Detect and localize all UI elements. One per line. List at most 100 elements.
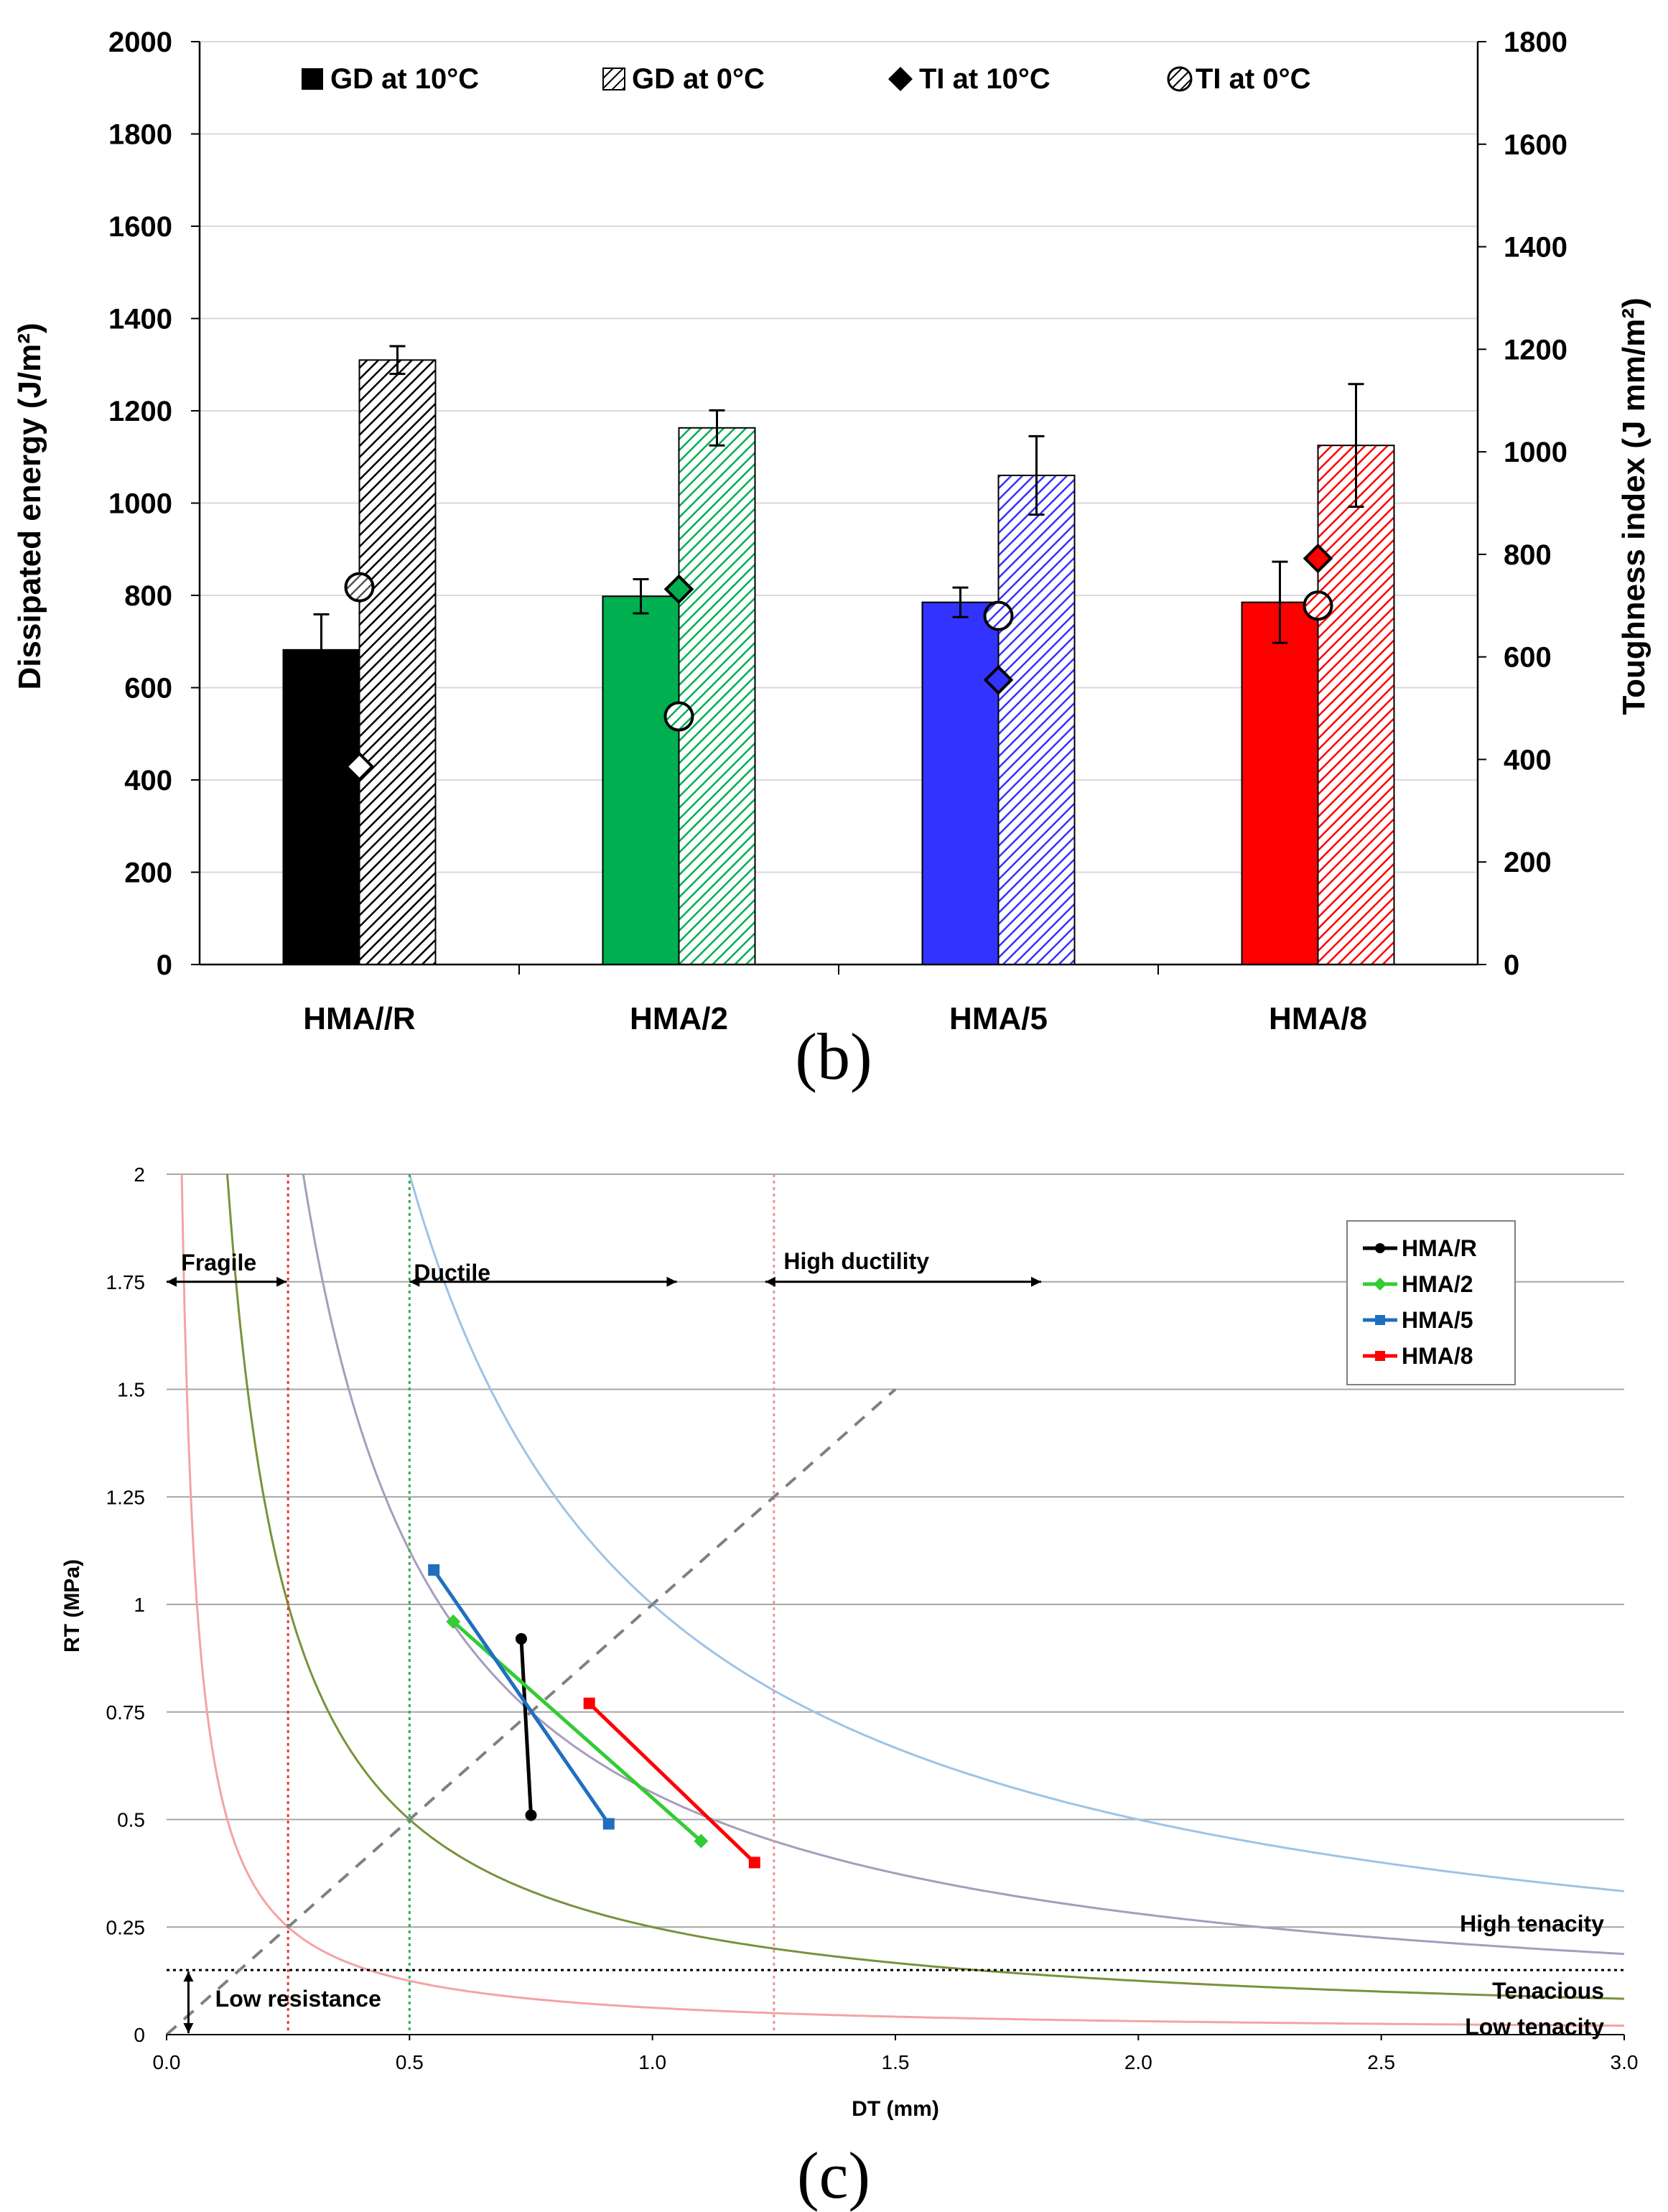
legend-swatch-gd-0c: [602, 68, 625, 90]
c-y-tick-labels: 0 0.25 0.5 0.75 1 1.25 1.5 1.75 2: [106, 1163, 146, 2046]
c-legend: HMA/R HMA/2 HMA/5 HMA/8: [1346, 1220, 1516, 1385]
c-arrow-fragile-head-right: [276, 1276, 287, 1287]
b-left-tick-label: 1000: [108, 488, 172, 520]
c-label-fragile: Fragile: [181, 1250, 256, 1275]
legend-label-gd-0c: GD at 0°C: [632, 63, 765, 95]
c-point-hma-2: [446, 1614, 461, 1629]
c-label-low-tenacity: Low tenacity: [1465, 2014, 1604, 2040]
marker-ti-0c-hma-r: [344, 572, 375, 603]
b-error-bars: [313, 345, 1364, 687]
c-y-tick-label: 0: [134, 2024, 145, 2046]
b-category-label-hma-2: HMA/2: [630, 1001, 728, 1036]
c-x-tick-label: 1.5: [882, 2051, 910, 2073]
dissipated-energy-bar-chart: 0 200 400 600 800 1000 1200 1400 1600 1800 2000 0 2…: [12, 27, 1651, 1093]
legend-label-ti-0c: TI at 0°C: [1196, 63, 1310, 95]
c-label-ductile: Ductile: [414, 1260, 490, 1286]
b-toughness-markers: [344, 543, 1333, 782]
b-left-tick-labels: 0 200 400 600 800 1000 1200 1400 1600 1800 2000: [108, 27, 172, 981]
marker-ti-0c-hma-2: [663, 701, 694, 732]
b-left-tick-label: 200: [124, 858, 172, 889]
c-point-hma-8: [583, 1697, 595, 1709]
c-series-line-hma-8: [587, 1701, 756, 1864]
c-x-axis-title: DT (mm): [852, 2097, 939, 2121]
c-legend-marker-hma-5: [1375, 1315, 1385, 1325]
c-point-hma-5: [602, 1818, 615, 1830]
c-curve-3: [408, 1174, 1624, 1892]
c-point-hma-2: [694, 1834, 709, 1849]
c-y-tick-label: 2: [134, 1163, 145, 1186]
b-left-tick-label: 1200: [108, 396, 172, 427]
b-left-tick-label: 1400: [108, 304, 172, 335]
bar-gd-0c-hma-2: [678, 427, 756, 965]
c-legend-marker-hma-2: [1374, 1278, 1387, 1291]
b-right-axis-title: Toughness index (J mm/m²): [1616, 297, 1651, 715]
marker-ti-10c-hma-8: [1303, 543, 1333, 574]
c-arrow-high-ductility-head-right: [1031, 1276, 1041, 1287]
b-right-tick-label: 800: [1504, 539, 1552, 571]
c-x-tick-labels: 0.0 0.5 1.0 1.5 2.0 2.5 3.0: [153, 2051, 1639, 2073]
bar-gd-10c-hma-r: [282, 649, 360, 965]
c-axes: [166, 2034, 1625, 2040]
marker-ti-0c-hma-8: [1303, 590, 1333, 621]
c-x-tick-label: 0.0: [153, 2051, 181, 2073]
b-left-tick-label: 0: [157, 949, 172, 981]
c-series-lines: [428, 1564, 760, 1869]
c-legend-marker-hma-8: [1375, 1351, 1385, 1361]
marker-ti-10c-hma-2: [663, 574, 694, 605]
c-label-high-tenacity: High tenacity: [1460, 1910, 1604, 1936]
c-hyperbola-curves: [180, 1174, 1624, 2027]
c-y-tick-label: 0.75: [106, 1701, 146, 1724]
b-left-axis-title: Dissipated energy (J/m²): [12, 322, 47, 689]
c-label-low-resistance: Low resistance: [215, 1986, 381, 2012]
b-right-tick-label: 1000: [1504, 437, 1567, 468]
c-series-line-hma-5: [432, 1569, 610, 1825]
bar-gd-10c-hma-8: [1241, 601, 1319, 965]
c-curve-1: [226, 1174, 1624, 2000]
c-y-axis-title: RT (MPa): [60, 1559, 84, 1653]
b-left-tick-label: 1800: [108, 119, 172, 151]
b-category-label-hma-5: HMA/5: [949, 1001, 1048, 1036]
b-bars: [282, 359, 1395, 965]
c-x-tick-label: 3.0: [1611, 2051, 1639, 2073]
b-category-labels: HMA//R HMA/2 HMA/5 HMA/8: [303, 1001, 1367, 1036]
c-series-line-hma-r: [519, 1638, 533, 1816]
c-x-tick-label: 0.5: [396, 2051, 424, 2073]
legend-label-ti-10c: TI at 10°C: [919, 63, 1050, 95]
bar-gd-10c-hma-2: [602, 595, 680, 965]
c-arrow-ductile-head-right: [666, 1276, 677, 1287]
c-curve-0: [180, 1174, 1624, 2027]
c-x-tick-label: 1.0: [638, 2051, 666, 2073]
b-left-tick-label: 800: [124, 580, 172, 612]
b-right-tick-label: 600: [1504, 642, 1552, 674]
c-legend-label-hma-8: HMA/8: [1402, 1343, 1473, 1369]
c-arrow-fragile-head-left: [167, 1276, 177, 1287]
c-arrow-low-resistance-head-bottom: [183, 2023, 194, 2033]
b-left-tick-label: 400: [124, 765, 172, 796]
marker-ti-0c-hma-5: [983, 600, 1014, 631]
b-right-tick-label: 0: [1504, 949, 1519, 981]
c-arrow-ductile-head-left: [409, 1276, 420, 1287]
bar-gd-0c-hma-8: [1317, 445, 1395, 965]
c-point-hma-r: [525, 1809, 537, 1821]
b-axes: [191, 41, 1486, 975]
c-x-tick-label: 2.0: [1124, 2051, 1152, 2073]
c-point-hma-8: [748, 1856, 760, 1869]
c-arrow-high-ductility-head-left: [765, 1276, 775, 1287]
b-right-tick-label: 400: [1504, 744, 1552, 776]
bar-gd-0c-hma-r: [358, 359, 437, 965]
c-legend-marker-hma-r: [1375, 1243, 1385, 1253]
c-legend-label-hma-5: HMA/5: [1402, 1307, 1473, 1333]
b-right-tick-label: 1800: [1504, 27, 1567, 58]
b-category-label-hma-8: HMA/8: [1269, 1001, 1367, 1036]
b-right-tick-label: 1200: [1504, 334, 1567, 366]
c-y-tick-label: 1.75: [106, 1271, 146, 1293]
c-legend-label-hma-2: HMA/2: [1402, 1271, 1473, 1297]
b-left-tick-label: 1600: [108, 211, 172, 243]
marker-ti-10c-hma-r: [344, 751, 375, 782]
b-left-tick-label: 600: [124, 673, 172, 705]
c-x-tick-label: 2.5: [1367, 2051, 1395, 2073]
b-legend: GD at 10°C GD at 0°C TI at 10°C TI at 0°C: [302, 63, 1310, 95]
b-left-tick-label: 2000: [108, 27, 172, 58]
legend-swatch-ti-0c: [1167, 66, 1193, 92]
c-point-hma-r: [515, 1632, 527, 1645]
